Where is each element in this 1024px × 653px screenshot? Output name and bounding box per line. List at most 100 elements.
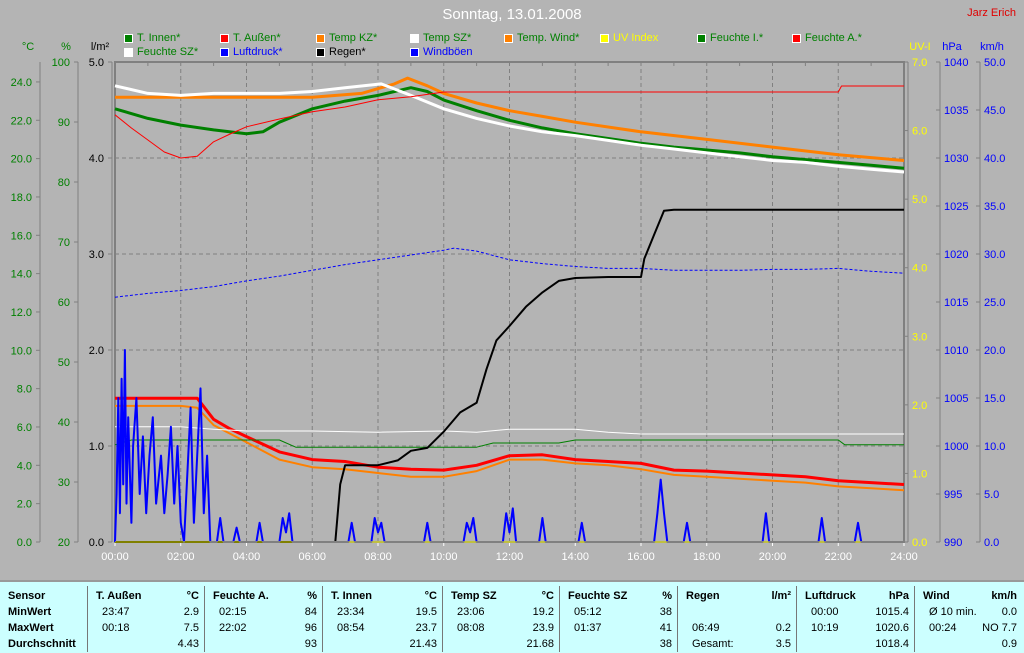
cell-value: 19.2 <box>532 606 554 618</box>
table-column: T. Innen °C 23:34 19.5 08:54 23.7 21.43 <box>323 586 443 652</box>
x-tick-label: 06:00 <box>298 551 326 563</box>
hum-tick-label: 40 <box>58 417 70 429</box>
legend-label: Luftdruck* <box>233 46 283 58</box>
legend-label: Feuchte A.* <box>805 32 862 44</box>
wind-tick-label: 50.0 <box>984 57 1005 69</box>
legend-label: UV Index <box>613 32 659 44</box>
temp-tick-label: 6.0 <box>17 422 32 434</box>
author-label: Jarz Erich <box>967 7 1016 19</box>
legend-label: Temp. Wind* <box>517 32 580 44</box>
cell-value: 93 <box>304 638 317 650</box>
column-title: T. Außen <box>96 590 142 602</box>
cell-time: Gesamt: <box>692 638 734 650</box>
table-column: Regen l/m² 06:49 0.2 Gesamt: 3.5 <box>678 586 797 652</box>
series-temp-wind-line <box>115 404 905 492</box>
wind-tick-label: 25.0 <box>984 297 1005 309</box>
legend-item: Temp KZ* <box>316 32 377 44</box>
legend-label: Feuchte SZ* <box>137 46 199 58</box>
legend-swatch <box>410 33 419 43</box>
hum-tick-label: 30 <box>58 477 70 489</box>
legend-swatch <box>410 47 419 57</box>
column-unit: °C <box>186 590 199 602</box>
column-unit: % <box>662 590 672 602</box>
column-title: Sensor <box>8 590 46 602</box>
uv-tick-label: 4.0 <box>912 263 927 275</box>
cell-value: 23.7 <box>415 622 437 634</box>
column-title: Wind <box>923 590 950 602</box>
temp-tick-label: 22.0 <box>11 115 32 127</box>
rain-tick-label: 5.0 <box>89 57 104 69</box>
cell-time: 05:12 <box>574 606 602 618</box>
cell-value: 1018.4 <box>875 638 909 650</box>
x-tick-label: 22:00 <box>824 551 852 563</box>
uv-tick-label: 0.0 <box>912 537 927 549</box>
cell-value: 84 <box>304 606 317 618</box>
table-column: Wind km/h Ø 10 min. 0.0 00:24 NO 7.7 0.9 <box>915 586 1022 652</box>
cell-value: 21.68 <box>526 638 554 650</box>
column-title: Luftdruck <box>805 590 856 602</box>
rain-tick-label: 3.0 <box>89 249 104 261</box>
hum-tick-label: 70 <box>58 237 70 249</box>
wind-tick-label: 35.0 <box>984 201 1005 213</box>
uv-tick-label: 2.0 <box>912 400 927 412</box>
legend-item: Windböen <box>410 46 473 58</box>
press-tick-label: 1035 <box>944 105 968 117</box>
row-label: Durchschnitt <box>8 638 76 650</box>
legend-item: Temp. Wind* <box>504 32 579 44</box>
cell-value: 0.9 <box>1001 638 1017 650</box>
uv-tick-label: 6.0 <box>912 126 927 138</box>
cell-time: 00:24 <box>929 622 957 634</box>
x-tick-label: 14:00 <box>561 551 589 563</box>
rain-axis-unit: l/m² <box>91 41 110 53</box>
column-unit: km/h <box>991 590 1017 602</box>
legend-item: T. Außen* <box>220 32 281 44</box>
table-column: Temp SZ °C 23:06 19.2 08:08 23.9 21.68 <box>443 586 560 652</box>
legend-swatch <box>504 33 513 43</box>
table-column: Luftdruck hPa 00:00 1015.4 10:19 1020.6 1018.4 <box>797 586 915 652</box>
press-tick-label: 1025 <box>944 201 968 213</box>
x-tick-label: 18:00 <box>693 551 721 563</box>
table-column: Feuchte SZ% 05:12 38 01:37 41 38 <box>560 586 678 652</box>
x-tick-label: 00:00 <box>101 551 129 563</box>
series-feuchte-a-line <box>114 85 904 159</box>
series-regen-line <box>115 208 904 543</box>
hum-tick-label: 80 <box>58 177 70 189</box>
cell-value: 19.5 <box>415 606 437 618</box>
wind-tick-label: 20.0 <box>984 345 1005 357</box>
legend-item: Luftdruck* <box>220 46 283 58</box>
temp-tick-label: 2.0 <box>17 499 32 511</box>
legend-swatch <box>220 47 229 57</box>
series-feuchte-i-line <box>114 439 904 448</box>
press-tick-label: 1020 <box>944 249 968 261</box>
legend-item: T. Innen* <box>124 32 180 44</box>
press-tick-label: 995 <box>944 489 962 501</box>
series-temp-sz-line <box>114 82 905 174</box>
x-tick-label: 20:00 <box>759 551 787 563</box>
legend-item: Feuchte A.* <box>792 32 862 44</box>
press-tick-label: 1040 <box>944 57 968 69</box>
hum-tick-label: 60 <box>58 297 70 309</box>
column-title: Feuchte A. <box>213 590 269 602</box>
x-tick-label: 16:00 <box>627 551 655 563</box>
cell-value: 21.43 <box>409 638 437 650</box>
legend-swatch <box>697 33 706 43</box>
rain-tick-label: 2.0 <box>89 345 104 357</box>
wind-tick-label: 30.0 <box>984 249 1005 261</box>
x-tick-label: 10:00 <box>430 551 458 563</box>
cell-value: 4.43 <box>177 638 199 650</box>
cell-value: 38 <box>659 638 672 650</box>
wind-tick-label: 15.0 <box>984 393 1005 405</box>
press-tick-label: 990 <box>944 537 962 549</box>
cell-value: 41 <box>659 622 672 634</box>
temp-axis-unit: °C <box>22 41 34 53</box>
series-luftdruck-line <box>114 247 905 298</box>
cell-time: 08:54 <box>337 622 365 634</box>
column-title: Temp SZ <box>451 590 497 602</box>
table-column: Feuchte A.% 02:15 84 22:02 96 93 <box>205 586 323 652</box>
row-label: MinWert <box>8 606 52 618</box>
cell-value: 1015.4 <box>875 606 909 618</box>
temp-tick-label: 18.0 <box>11 192 32 204</box>
cell-time: 23:34 <box>337 606 365 618</box>
column-title: Regen <box>686 590 720 602</box>
column-unit: % <box>307 590 317 602</box>
